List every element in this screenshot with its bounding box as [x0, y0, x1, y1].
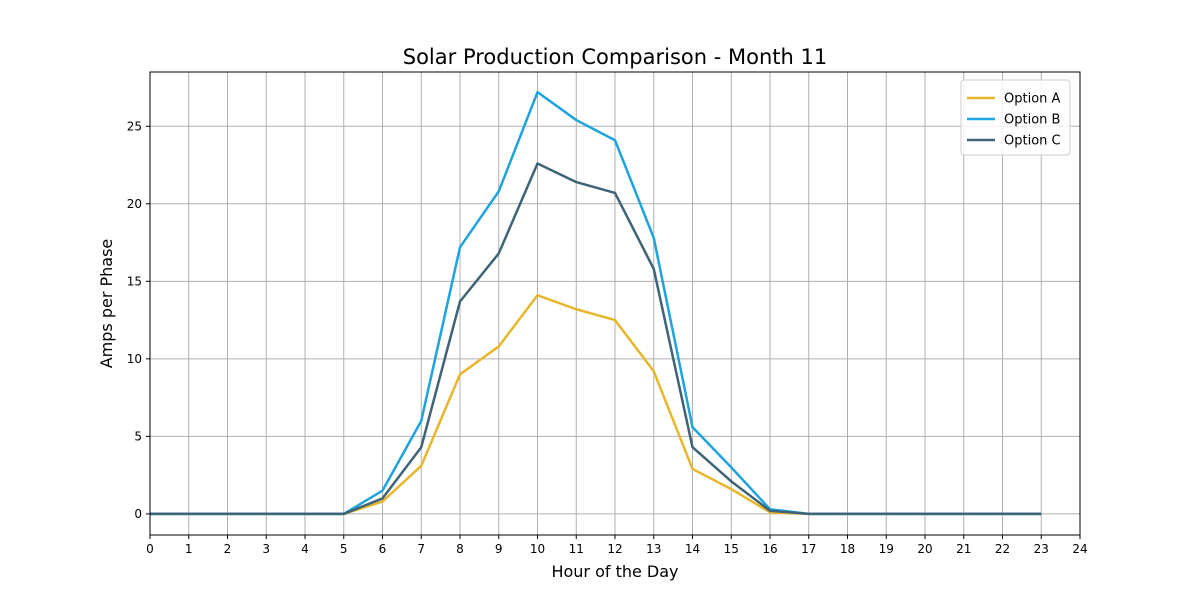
- legend: Option A Option B Option C: [960, 79, 1071, 156]
- chart-title: Solar Production Comparison - Month 11: [403, 45, 827, 69]
- legend-label-option-c: Option C: [1004, 134, 1061, 149]
- x-tick-label: 4: [301, 542, 309, 556]
- x-tick-label: 8: [456, 542, 464, 556]
- x-tick-label: 20: [917, 542, 932, 556]
- x-tick-label: 1: [185, 542, 193, 556]
- x-tick-label: 9: [495, 542, 503, 556]
- x-tick-label: 2: [224, 542, 232, 556]
- y-tick-label: 10: [127, 352, 142, 366]
- x-tick-label: 16: [762, 542, 777, 556]
- legend-label-option-a: Option A: [1004, 92, 1061, 107]
- x-tick-label: 0: [146, 542, 154, 556]
- x-tick-label: 17: [801, 542, 816, 556]
- legend-label-option-b: Option B: [1004, 113, 1060, 128]
- x-tick-label: 5: [340, 542, 348, 556]
- x-tick-label: 6: [379, 542, 387, 556]
- y-tick-label: 20: [127, 197, 142, 211]
- x-tick-label: 14: [685, 542, 700, 556]
- y-tick-label: 25: [127, 119, 142, 133]
- x-tick-label: 12: [607, 542, 622, 556]
- series-line-option-c: [150, 162, 1042, 516]
- x-tick-label: 13: [646, 542, 661, 556]
- x-axis-label: Hour of the Day: [551, 562, 678, 581]
- y-axis-ticks: 0 5 10 15 20 25: [127, 119, 150, 521]
- x-tick-label: 10: [530, 542, 545, 556]
- x-tick-label: 3: [262, 542, 270, 556]
- x-tick-label: 18: [840, 542, 855, 556]
- x-axis-ticks: 0 1 2 3 4 5 6 7 8 9 10 11 12 13 14 15 16 17 18 19 20 21 22 23 24: [146, 535, 1088, 556]
- x-tick-label: 22: [995, 542, 1010, 556]
- x-tick-label: 19: [879, 542, 894, 556]
- x-tick-label: 15: [724, 542, 739, 556]
- x-tick-label: 24: [1072, 542, 1087, 556]
- x-tick-label: 23: [1034, 542, 1049, 556]
- y-tick-label: 15: [127, 274, 142, 288]
- y-tick-label: 0: [134, 507, 142, 521]
- y-tick-label: 5: [134, 429, 142, 443]
- y-axis-label: Amps per Phase: [97, 239, 116, 369]
- x-tick-label: 11: [569, 542, 584, 556]
- x-tick-label: 21: [956, 542, 971, 556]
- series-lines: [150, 90, 1042, 516]
- x-tick-label: 7: [417, 542, 425, 556]
